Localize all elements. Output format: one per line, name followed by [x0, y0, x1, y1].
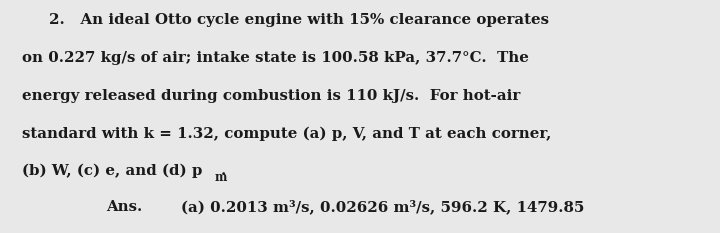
- Text: standard with k = 1.32, compute (a) p, V, and T at each corner,: standard with k = 1.32, compute (a) p, V…: [22, 126, 551, 141]
- Text: (a) 0.2013 m³/s, 0.02626 m³/s, 596.2 K, 1479.85: (a) 0.2013 m³/s, 0.02626 m³/s, 596.2 K, …: [181, 199, 585, 214]
- Text: (b) W, (c) e, and (d) p: (b) W, (c) e, and (d) p: [22, 164, 202, 178]
- Text: on 0.227 kg/s of air; intake state is 100.58 kPa, 37.7°C.  The: on 0.227 kg/s of air; intake state is 10…: [22, 51, 528, 65]
- Text: 2.   An ideal Otto cycle engine with 15% clearance operates: 2. An ideal Otto cycle engine with 15% c…: [49, 13, 549, 27]
- Text: energy released during combustion is 110 kJ/s.  For hot-air: energy released during combustion is 110…: [22, 89, 520, 103]
- Text: .: .: [220, 164, 225, 178]
- Text: m: m: [215, 171, 227, 184]
- Text: Ans.: Ans.: [107, 200, 143, 214]
